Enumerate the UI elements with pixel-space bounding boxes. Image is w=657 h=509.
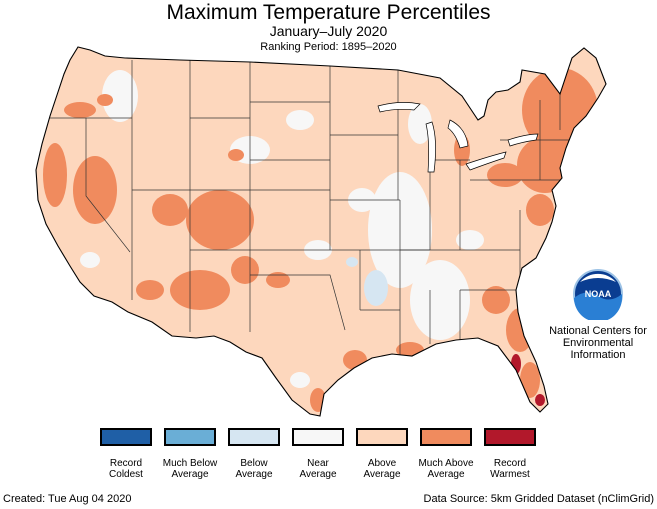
- great-lakes: [377, 102, 539, 173]
- lake-erie: [465, 151, 507, 171]
- legend-item-record-coldest: Record Coldest: [96, 428, 156, 480]
- agency-name: National Centers for Environmental Infor…: [549, 325, 647, 361]
- legend-label: Record Coldest: [109, 458, 143, 480]
- legend-item-much-above-average: Much Above Average: [416, 428, 476, 480]
- data-source: Data Source: 5km Gridded Dataset (nClimG…: [423, 493, 654, 505]
- much-above-average-regions: [43, 68, 598, 412]
- legend-swatch: [164, 428, 216, 446]
- legend-label: Below Average: [235, 458, 273, 480]
- legend-label: Record Warmest: [490, 458, 530, 480]
- noaa-logo: NOAA: [573, 269, 623, 320]
- map-subtitle: January–July 2020: [269, 23, 388, 39]
- lake-huron: [447, 119, 469, 149]
- legend-item-near-average: Near Average: [288, 428, 348, 480]
- map-title: Maximum Temperature Percentiles: [166, 1, 491, 24]
- legend-item-much-below-average: Much Below Average: [160, 428, 220, 480]
- legend-label: Much Above Average: [418, 458, 474, 480]
- lake-ontario: [507, 133, 539, 147]
- legend-swatch: [356, 428, 408, 446]
- noaa-logo-text: NOAA: [585, 289, 612, 299]
- legend-label: Near Average: [299, 458, 337, 480]
- legend-item-below-average: Below Average: [224, 428, 284, 480]
- state-boundaries: [36, 60, 570, 356]
- legend-swatch: [484, 428, 536, 446]
- below-average-regions: [346, 257, 388, 306]
- ranking-period: Ranking Period: 1895–2020: [260, 41, 397, 53]
- legend-swatch: [228, 428, 280, 446]
- legend-label: Above Average: [363, 458, 401, 480]
- lake-michigan: [425, 121, 436, 173]
- legend-item-above-average: Above Average: [352, 428, 412, 480]
- created-date: Created: Tue Aug 04 2020: [3, 493, 132, 505]
- legend-swatch: [292, 428, 344, 446]
- legend-swatch: [420, 428, 472, 446]
- legend-label: Much Below Average: [162, 458, 218, 480]
- legend-swatch: [100, 428, 152, 446]
- legend-item-record-warmest: Record Warmest: [480, 428, 540, 480]
- lake-superior: [377, 102, 421, 113]
